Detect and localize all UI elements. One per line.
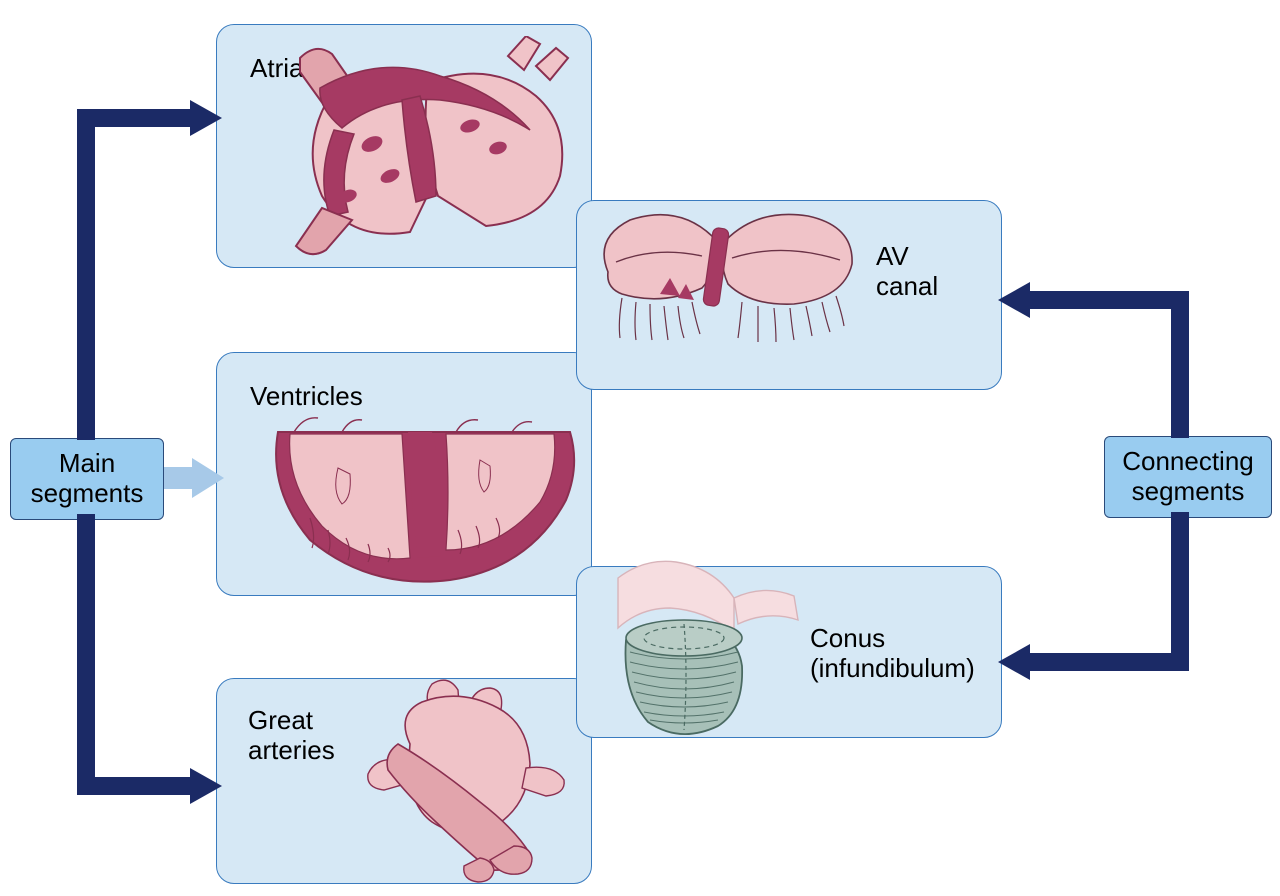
arrow-layer	[0, 0, 1280, 896]
connecting-segments-label: Connecting segments	[1104, 436, 1272, 518]
conus-line1: Conus	[810, 623, 885, 653]
great-arteries-illustration	[340, 674, 590, 886]
av-line2: canal	[876, 271, 938, 301]
av-canal-illustration	[582, 202, 866, 388]
atria-illustration	[260, 36, 590, 266]
panel-conus-label: Conus (infundibulum)	[810, 624, 975, 684]
panel-av-canal-label: AV canal	[876, 242, 938, 302]
av-line1: AV	[876, 241, 909, 271]
main-segments-line1: Main	[59, 448, 115, 478]
main-segments-line2: segments	[31, 478, 144, 508]
panel-great-arteries-label: Great arteries	[248, 706, 335, 766]
main-segments-label: Main segments	[10, 438, 164, 520]
connecting-segments-line2: segments	[1132, 476, 1245, 506]
ventricles-illustration	[250, 380, 590, 596]
ga-line1: Great	[248, 705, 313, 735]
conus-illustration	[584, 554, 808, 744]
ga-line2: arteries	[248, 735, 335, 765]
connecting-segments-line1: Connecting	[1122, 446, 1254, 476]
conus-line2: (infundibulum)	[810, 653, 975, 683]
